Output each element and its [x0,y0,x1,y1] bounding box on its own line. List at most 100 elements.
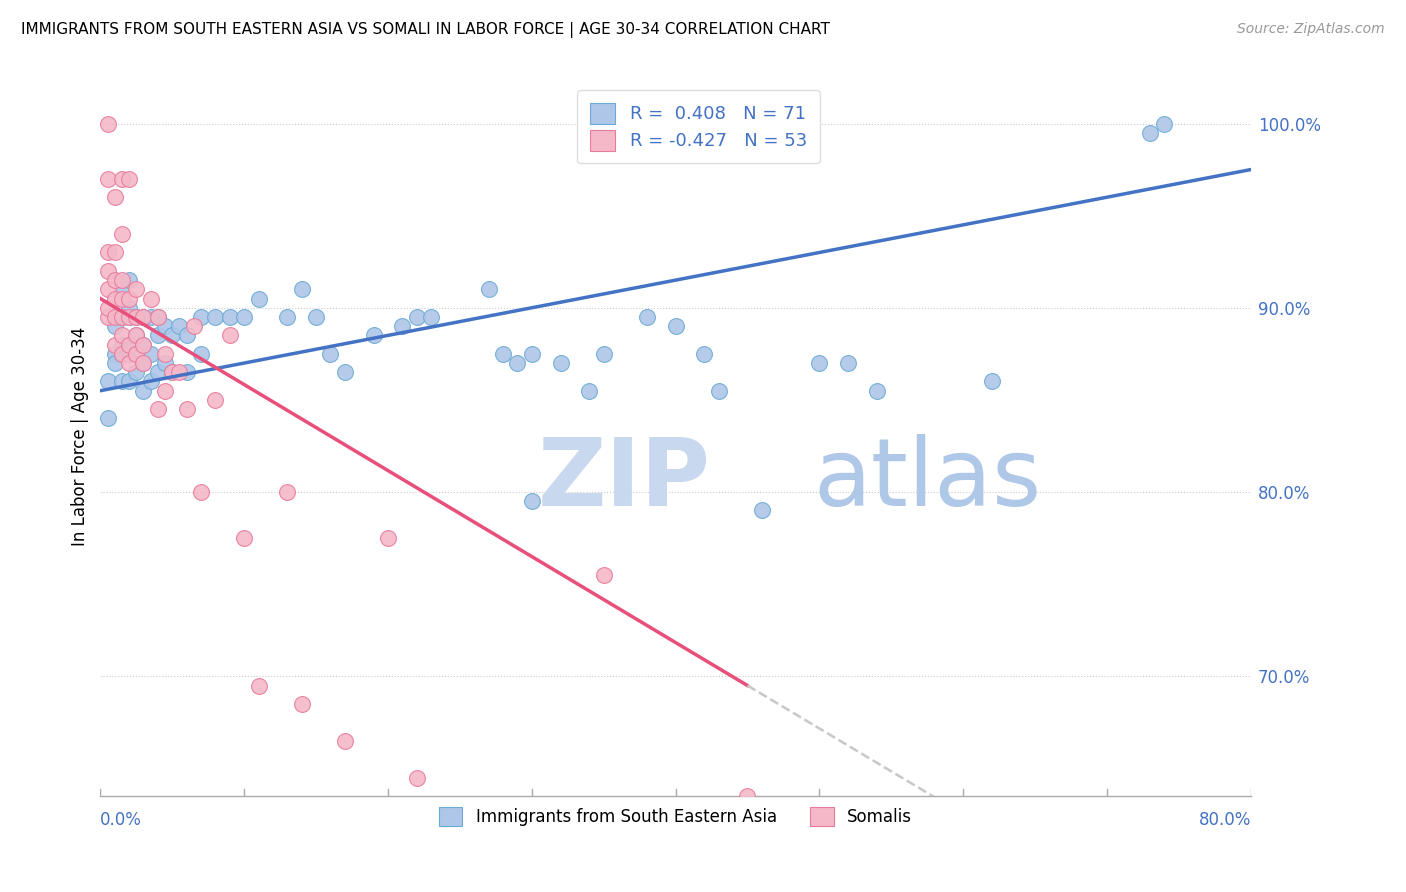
Point [664,319,686,334]
Point [363,328,385,343]
Point [139,375,162,389]
Point [276,310,298,324]
Point [118,273,141,287]
Point [478,282,501,296]
Point [153,356,176,370]
Point [146,328,169,343]
Point [737,789,759,803]
Point [104,347,127,361]
Text: Source: ZipAtlas.com: Source: ZipAtlas.com [1237,22,1385,37]
Point [866,384,889,398]
Point [707,384,730,398]
Point [118,171,141,186]
Point [104,356,127,370]
Point [146,365,169,379]
Text: 80.0%: 80.0% [1198,811,1251,829]
Point [506,356,529,370]
Text: IMMIGRANTS FROM SOUTH EASTERN ASIA VS SOMALI IN LABOR FORCE | AGE 30-34 CORRELAT: IMMIGRANTS FROM SOUTH EASTERN ASIA VS SO… [21,22,830,38]
Point [111,337,134,351]
Point [837,356,859,370]
Point [146,310,169,324]
Point [96,245,118,260]
Point [96,301,118,315]
Point [305,310,328,324]
Point [153,384,176,398]
Point [190,485,212,500]
Point [520,347,543,361]
Point [492,347,515,361]
Point [111,347,134,361]
Point [592,347,614,361]
Point [176,365,198,379]
Point [125,347,148,361]
Point [139,292,162,306]
Point [96,411,118,425]
Point [118,301,141,315]
Point [132,310,155,324]
Point [520,494,543,508]
Text: ZIP: ZIP [537,434,710,526]
Point [132,337,155,351]
Point [96,171,118,186]
Point [190,310,212,324]
Point [980,375,1002,389]
Point [111,347,134,361]
Point [118,375,141,389]
Point [247,679,270,693]
Point [333,365,356,379]
Point [162,365,184,379]
Point [125,328,148,343]
Point [146,310,169,324]
Point [169,319,191,334]
Point [104,310,127,324]
Point [111,171,134,186]
Point [111,310,134,324]
Point [125,310,148,324]
Point [578,384,600,398]
Point [550,356,572,370]
Point [405,310,427,324]
Point [118,337,141,351]
Text: 0.0%: 0.0% [100,811,142,829]
Point [153,319,176,334]
Point [132,337,155,351]
Point [111,273,134,287]
Point [291,282,314,296]
Point [176,402,198,417]
Point [162,365,184,379]
Point [808,356,831,370]
Point [104,273,127,287]
Point [233,310,256,324]
Point [125,365,148,379]
Text: atlas: atlas [814,434,1042,526]
Point [1139,126,1161,140]
Point [96,282,118,296]
Point [111,328,134,343]
Point [104,292,127,306]
Point [118,337,141,351]
Point [104,337,127,351]
Point [111,292,134,306]
Y-axis label: In Labor Force | Age 30-34: In Labor Force | Age 30-34 [72,327,89,547]
Point [291,697,314,711]
Point [319,347,342,361]
Point [104,319,127,334]
Point [111,227,134,241]
Point [751,503,773,517]
Point [391,319,413,334]
Point [1153,116,1175,130]
Point [693,347,716,361]
Point [146,402,169,417]
Point [218,328,240,343]
Point [96,116,118,130]
Point [204,392,226,407]
Point [333,734,356,748]
Point [132,356,155,370]
Point [204,310,226,324]
Point [183,319,205,334]
Point [132,384,155,398]
Point [111,282,134,296]
Point [118,310,141,324]
Point [125,282,148,296]
Point [592,568,614,582]
